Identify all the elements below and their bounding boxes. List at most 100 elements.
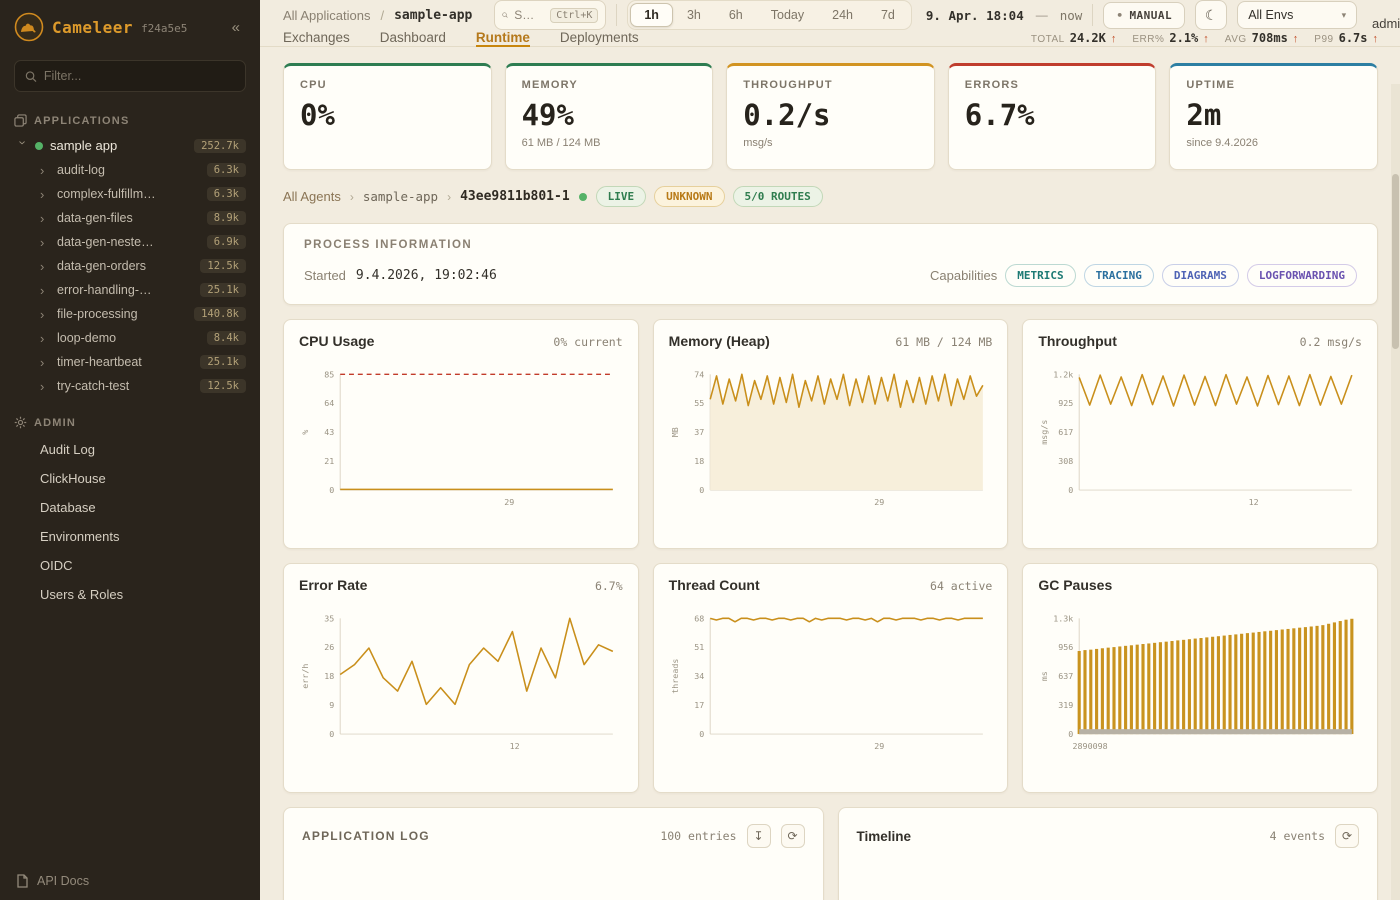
chevron-right-icon: ›: [40, 210, 45, 226]
status-badge-unknown: UNKNOWN: [654, 186, 725, 207]
download-icon: ↧: [753, 829, 764, 843]
sidebar-item-users-roles[interactable]: Users & Roles: [40, 587, 124, 602]
started-value: 9.4.2026, 19:02:46: [355, 268, 497, 283]
sidebar-item-error-handling[interactable]: › error-handling-… 25.1k: [0, 278, 260, 302]
tree-item-label: loop-demo: [57, 331, 117, 345]
sidebar-item-clickhouse[interactable]: ClickHouse: [40, 471, 106, 486]
app-name-label: sample app: [50, 138, 118, 153]
chart-header: Thread Count 64 active: [669, 577, 993, 593]
header-stat-p99: P99 6.7s ↑: [1314, 31, 1378, 45]
moon-icon: ☾: [1204, 6, 1218, 23]
time-range-end[interactable]: now: [1059, 7, 1083, 23]
process-information-panel: PROCESS INFORMATION Started 9.4.2026, 19…: [283, 223, 1378, 305]
header-stat-err: ERR% 2.1% ↑: [1132, 31, 1208, 45]
message-count: 140.8k: [194, 307, 246, 321]
svg-text:956: 956: [1059, 642, 1074, 652]
metric-value: 0.2/s: [743, 98, 831, 132]
svg-text:9: 9: [329, 700, 334, 710]
breadcrumb-all-applications[interactable]: All Applications: [283, 7, 371, 23]
capability-badges: METRICS TRACING DIAGRAMS LOGFORWARDING: [1005, 264, 1357, 287]
environment-select[interactable]: All Envs ▾: [1237, 1, 1358, 29]
time-range-1h[interactable]: 1h: [630, 3, 673, 27]
chart-current-value: 0% current: [553, 335, 623, 349]
stat-value: 24.2K: [1069, 31, 1106, 45]
time-range-today[interactable]: Today: [757, 3, 818, 27]
chart-header: GC Pauses: [1038, 577, 1362, 593]
download-log-button[interactable]: ↧: [746, 824, 771, 848]
chevron-right-icon: ›: [40, 354, 45, 370]
search-shortcut-hint: Ctrl+K: [550, 7, 599, 23]
gear-icon: [14, 416, 27, 429]
user-menu[interactable]: admin: [1372, 16, 1400, 31]
tab-runtime[interactable]: Runtime: [475, 30, 530, 47]
sidebar-item-complex-fulfillm[interactable]: › complex-fulfillm… 6.3k: [0, 182, 260, 206]
scrollbar-track[interactable]: [1391, 84, 1400, 900]
tab-bar: Exchanges Dashboard Runtime Deployments TOT…: [260, 30, 1400, 47]
sidebar-item-oidc[interactable]: OIDC: [40, 558, 73, 573]
metric-card-throughput: THROUGHPUT 0.2/s msg/s: [726, 63, 935, 170]
sidebar-item-sample-app[interactable]: › sample app 252.7k: [0, 133, 260, 158]
svg-text:0: 0: [699, 485, 704, 495]
api-docs-link[interactable]: API Docs: [16, 874, 89, 888]
svg-text:51: 51: [694, 642, 704, 652]
sidebar-item-environments[interactable]: Environments: [40, 529, 120, 544]
manual-label: MANUAL: [1129, 8, 1173, 22]
stat-label: P99: [1314, 34, 1334, 45]
timeline-panel: Timeline 4 events ⟳: [837, 807, 1378, 900]
time-range-6h[interactable]: 6h: [715, 3, 757, 27]
svg-text:12: 12: [510, 741, 520, 751]
search-input[interactable]: [514, 8, 545, 22]
started-label: Started: [304, 268, 346, 283]
breadcrumb-all-agents[interactable]: All Agents: [283, 189, 341, 204]
tab-exchanges[interactable]: Exchanges: [283, 30, 350, 45]
dark-mode-toggle[interactable]: ☾: [1195, 0, 1228, 30]
agent-breadcrumb: All Agents › sample-app › 43ee9811b801-1…: [283, 184, 1378, 209]
chevron-right-icon: ›: [40, 258, 45, 274]
global-search[interactable]: Ctrl+K: [494, 0, 607, 30]
chevron-right-icon: ›: [40, 162, 45, 178]
refresh-timeline-button[interactable]: ⟳: [1335, 824, 1359, 848]
refresh-log-button[interactable]: ⟳: [780, 824, 805, 848]
svg-text:925: 925: [1059, 398, 1074, 408]
trend-up-icon: ↑: [1110, 33, 1117, 45]
svg-text:26: 26: [324, 642, 334, 652]
tab-deployments[interactable]: Deployments: [559, 30, 639, 45]
sidebar-item-try-catch-test[interactable]: › try-catch-test 12.5k: [0, 374, 260, 398]
svg-text:msg/s: msg/s: [1039, 420, 1049, 445]
chart-current-value: 64 active: [930, 579, 993, 593]
chart-title: GC Pauses: [1038, 577, 1113, 593]
sidebar-item-data-gen-neste[interactable]: › data-gen-neste… 6.9k: [0, 230, 260, 254]
filter-input[interactable]: [43, 69, 235, 83]
tree-item-label: data-gen-files: [57, 211, 133, 225]
sidebar-item-data-gen-files[interactable]: › data-gen-files 8.9k: [0, 206, 260, 230]
status-badge-live: LIVE: [595, 186, 647, 207]
sidebar-item-file-processing[interactable]: › file-processing 140.8k: [0, 302, 260, 326]
stat-value: 2.1%: [1169, 31, 1199, 45]
sidebar-item-loop-demo[interactable]: › loop-demo 8.4k: [0, 326, 260, 350]
sidebar-item-data-gen-orders[interactable]: › data-gen-orders 12.5k: [0, 254, 260, 278]
tab-dashboard[interactable]: Dashboard: [379, 30, 446, 45]
collapse-sidebar-icon[interactable]: «: [231, 18, 240, 36]
scrollbar-thumb[interactable]: [1392, 174, 1399, 349]
chevron-right-icon: ›: [40, 186, 45, 202]
time-range-7d[interactable]: 7d: [867, 3, 909, 27]
applications-section-header: APPLICATIONS: [0, 96, 260, 133]
svg-text:308: 308: [1059, 456, 1074, 466]
sidebar-item-audit-log[interactable]: › audit-log 6.3k: [0, 158, 260, 182]
time-range-24h[interactable]: 24h: [818, 3, 867, 27]
message-count: 6.3k: [206, 187, 246, 201]
time-range-start[interactable]: 9. Apr. 18:04: [925, 7, 1024, 23]
sidebar-filter[interactable]: [14, 60, 246, 92]
capabilities-group: Capabilities METRICS TRACING DIAGRAMS LOGFO…: [930, 264, 1357, 287]
sidebar-item-audit-log[interactable]: Audit Log: [40, 442, 95, 457]
chart-memory-heap: Memory (Heap) 61 MB / 124 MB MB 74 55 37 18 0 29: [652, 319, 1009, 549]
manual-refresh-button[interactable]: • MANUAL: [1103, 1, 1186, 29]
sidebar-item-timer-heartbeat[interactable]: › timer-heartbeat 25.1k: [0, 350, 260, 374]
chart-plot: threads 68 51 34 17 0 29: [669, 613, 983, 751]
time-range-3h[interactable]: 3h: [673, 3, 715, 27]
tree-item-label: data-gen-neste…: [57, 235, 154, 249]
breadcrumb-agent-app[interactable]: sample-app: [362, 189, 439, 204]
api-docs-label: API Docs: [37, 874, 90, 888]
sidebar-item-database[interactable]: Database: [40, 500, 96, 515]
tree-item-label: error-handling-…: [57, 283, 152, 297]
